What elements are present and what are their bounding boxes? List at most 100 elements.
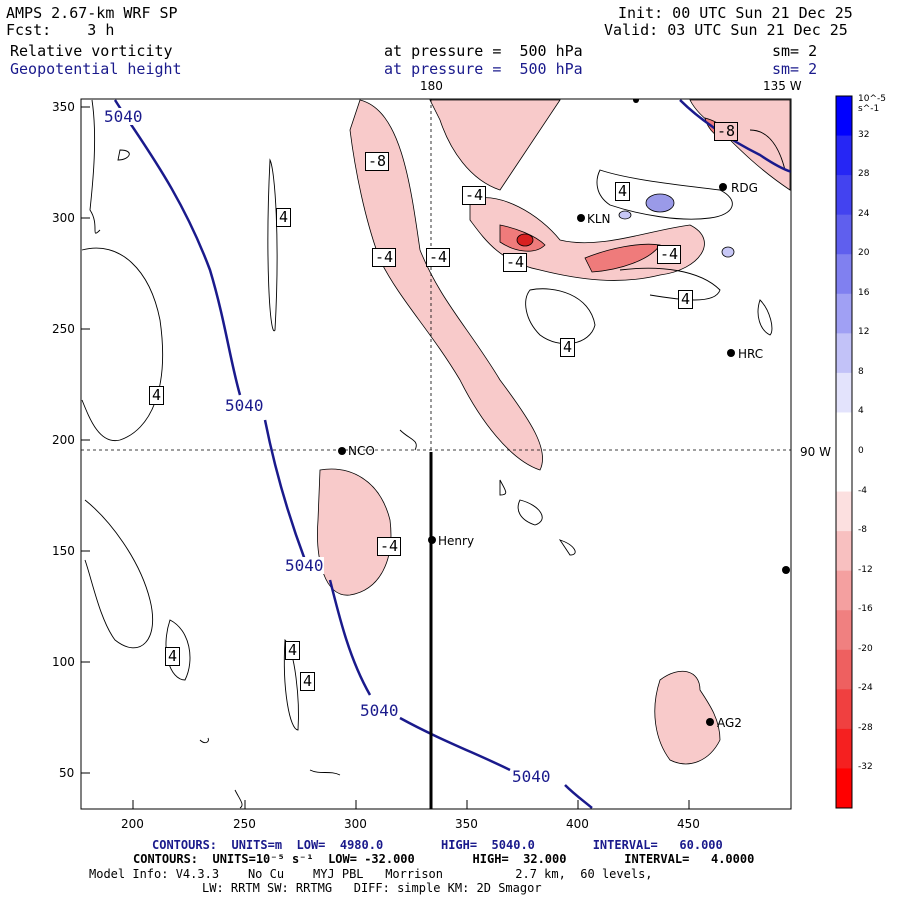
- meridian-label-90w: 90 W: [800, 445, 831, 459]
- meridian-label-180: 180: [420, 79, 443, 93]
- colorbar-tick-label: -32: [858, 762, 873, 773]
- y-tick-label: 150: [52, 544, 75, 558]
- station-label-rdg: RDG: [731, 181, 758, 195]
- station-dot-nco: [338, 447, 346, 455]
- y-tick-label: 250: [52, 322, 75, 336]
- model-title: AMPS 2.67-km WRF SP: [6, 4, 178, 22]
- x-tick-label: 450: [677, 817, 700, 831]
- colorbar-swatch: [836, 372, 852, 413]
- colorbar-unit: 10^-5 s^-1: [858, 94, 886, 114]
- vorticity-label: -8: [714, 122, 739, 141]
- vorticity-label: -4: [372, 248, 397, 267]
- vorticity-label: -4: [657, 245, 682, 264]
- station-dot-top: [633, 99, 639, 103]
- station-dot-edge: [782, 566, 790, 574]
- vorticity-label: -4: [462, 186, 487, 205]
- colorbar-swatch: [836, 452, 852, 493]
- station-dot-hrc: [727, 349, 735, 357]
- forecast-hour: Fcst: 3 h: [6, 21, 115, 39]
- colorbar-tick-label: 12: [858, 327, 870, 338]
- footer-height-contours: CONTOURS: UNITS=m LOW= 4980.0 HIGH= 5040…: [152, 838, 723, 852]
- station-dot-rdg: [719, 183, 727, 191]
- footer-vorticity-contours: CONTOURS: UNITS=10⁻⁵ s⁻¹ LOW= -32.000 HI…: [133, 852, 755, 866]
- x-tick-label: 300: [344, 817, 367, 831]
- colorbar-tick-label: 24: [858, 208, 870, 219]
- colorbar-swatch: [836, 135, 852, 176]
- colorbar-frame: [835, 95, 853, 809]
- colorbar-swatch: [836, 214, 852, 255]
- positive-vorticity-regions: [618, 193, 735, 258]
- y-tick-label: 350: [52, 100, 75, 114]
- colorbar-swatch: [836, 570, 852, 611]
- height-label: 5040: [285, 556, 324, 575]
- station-label-henry: Henry: [438, 534, 475, 548]
- reference-lines: [81, 99, 791, 451]
- colorbar-tick-label: 16: [858, 287, 870, 298]
- field2-smoothing: sm= 2: [772, 60, 818, 78]
- y-tick-label: 100: [52, 655, 75, 669]
- colorbar-swatch: [836, 649, 852, 690]
- height-contours: [113, 99, 791, 809]
- field1-level: at pressure = 500 hPa: [384, 42, 583, 60]
- vorticity-label: 4: [300, 672, 316, 691]
- negative-vorticity-regions: [317, 99, 791, 765]
- colorbar-tick-label: -4: [858, 485, 867, 496]
- colorbar-swatch: [836, 293, 852, 334]
- init-time: Init: 00 UTC Sun 21 Dec 25: [618, 4, 853, 22]
- x-tick-label: 350: [455, 817, 478, 831]
- field1-smoothing: sm= 2: [772, 42, 818, 60]
- colorbar-tick-label: 4: [858, 406, 864, 417]
- colorbar-tick-label: -20: [858, 643, 873, 654]
- thin-contours: [81, 99, 786, 809]
- vorticity-label: 4: [560, 338, 576, 357]
- colorbar-swatch: [836, 689, 852, 730]
- vorticity-label: 4: [678, 290, 694, 309]
- vorticity-label: 4: [285, 641, 301, 660]
- colorbar-tick-label: 32: [858, 129, 870, 140]
- tick-marks: [81, 106, 690, 809]
- height-label: 5040: [225, 396, 264, 415]
- plot-frame: [80, 98, 792, 810]
- colorbar-swatch: [836, 333, 852, 374]
- y-tick-label: 300: [52, 211, 75, 225]
- colorbar-tick-label: -8: [858, 525, 867, 536]
- x-tick-label: 200: [121, 817, 144, 831]
- station-markers: [338, 99, 790, 726]
- meridian-label-135w: 135 W: [763, 79, 802, 93]
- colorbar-swatch: [836, 531, 852, 572]
- colorbar-tick-label: -28: [858, 722, 873, 733]
- station-dot-henry: [428, 536, 436, 544]
- vorticity-label: -8: [365, 152, 390, 171]
- colorbar: [835, 95, 853, 809]
- colorbar-swatch: [836, 768, 852, 809]
- field2-name: Geopotential height: [10, 60, 182, 78]
- colorbar-tick-label: 8: [858, 366, 864, 377]
- colorbar-swatch: [836, 96, 852, 137]
- height-label: 5040: [512, 767, 551, 786]
- vorticity-label: 4: [276, 208, 292, 227]
- station-label-ag2: AG2: [717, 716, 742, 730]
- colorbar-tick-label: 28: [858, 169, 870, 180]
- vorticity-label: -4: [426, 248, 451, 267]
- y-tick-label: 200: [52, 433, 75, 447]
- colorbar-tick-label: -16: [858, 604, 873, 615]
- station-label-nco: NCO: [348, 444, 375, 458]
- field2-level: at pressure = 500 hPa: [384, 60, 583, 78]
- station-label-kln: KLN: [587, 212, 611, 226]
- colorbar-swatch: [836, 491, 852, 532]
- colorbar-swatch: [836, 610, 852, 651]
- vorticity-label: -4: [377, 537, 402, 556]
- colorbar-swatch: [836, 728, 852, 769]
- station-label-hrc: HRC: [738, 347, 764, 361]
- vorticity-label: 4: [149, 386, 165, 405]
- colorbar-tick-label: 0: [858, 446, 864, 456]
- height-label: 5040: [104, 107, 143, 126]
- colorbar-tick-label: -12: [858, 564, 873, 575]
- vorticity-label: -4: [503, 253, 528, 272]
- field1-name: Relative vorticity: [10, 42, 173, 60]
- station-dot-kln: [577, 214, 585, 222]
- footer-model-info: Model Info: V4.3.3 No Cu MYJ PBL Morriso…: [89, 867, 653, 881]
- vorticity-label: 4: [615, 182, 631, 201]
- footer-physics-info: LW: RRTM SW: RRTMG DIFF: simple KM: 2D S…: [202, 881, 542, 895]
